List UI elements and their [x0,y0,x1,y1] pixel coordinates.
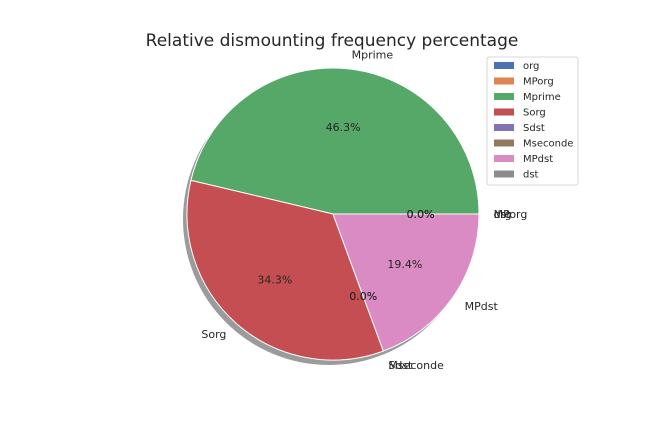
legend-label-sorg: Sorg [523,108,546,119]
legend: org MPorg Mprime Sorg Sdst Mseconde MPdst dst [486,56,579,186]
slice-label-sorg: Sorg [201,328,226,341]
legend-label-mpdst: MPdst [523,154,553,165]
percent-label-org: 0.0% [407,208,435,221]
slice-label-mseconde: Mseconde [388,359,444,372]
legend-swatch-sdst [494,124,514,131]
slice-label-sdst: Sdst [388,359,413,372]
slice-label-mpdst: MPdst [465,300,499,313]
slice-label-mprime: Mprime [352,48,394,61]
percent-label-mprime: 46.3% [326,121,361,134]
percent-label-mporg: 0.0% [407,208,435,221]
legend-swatch-mprime [494,93,514,100]
legend-swatch-mpdst [494,155,514,162]
legend-label-dst: dst [523,170,539,181]
legend-label-mprime: Mprime [523,92,561,103]
percent-label-dst: 0.0% [407,208,435,221]
slice-label-dst: dst [494,208,512,221]
chart-title: Relative dismounting frequency percentag… [146,31,519,51]
percent-label-sdst: 0.0% [349,290,377,303]
legend-swatch-dst [494,170,514,178]
pie-slice-mpdst [332,213,480,352]
legend-label-sdst: Sdst [523,123,545,134]
percent-labels: 0.0%0.0%46.3%34.3%0.0%0.0%19.4%0.0% [257,121,434,303]
pie-slice-mprime [190,67,480,215]
legend-swatch-sorg [494,108,514,116]
percent-label-mseconde: 0.0% [349,290,377,303]
slice-label-org: org [494,208,512,221]
legend-label-mporg: MPorg [523,77,554,88]
legend-label-mseconde: Mseconde [523,139,573,150]
percent-label-sorg: 34.3% [257,274,292,287]
legend-swatch-mporg [494,77,514,85]
pie-slices [186,67,480,361]
legend-swatch-mseconde [494,139,514,147]
percent-label-mpdst: 19.4% [387,258,422,271]
slice-label-mporg: MPorg [494,208,528,221]
legend-label-org: org [523,61,539,72]
legend-box [486,56,579,186]
pie-slice-sorg [186,179,384,361]
legend-swatch-org [494,62,514,69]
